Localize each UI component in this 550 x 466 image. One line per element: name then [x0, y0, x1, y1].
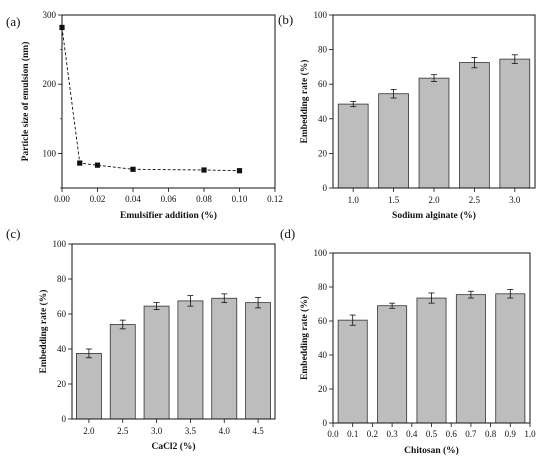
bar: [495, 293, 526, 424]
x-axis-label: Chitosan (%): [404, 445, 459, 456]
x-tick-label: 2.0: [428, 195, 440, 205]
y-tick-label: 0: [323, 183, 328, 193]
panel-label: (d): [280, 226, 295, 241]
bar: [455, 294, 486, 424]
bar: [418, 77, 450, 189]
x-tick-label: 0.10: [232, 194, 248, 204]
bar: [459, 62, 490, 189]
y-tick-label: 40: [318, 350, 328, 360]
data-point: [201, 167, 207, 173]
bar: [75, 352, 102, 420]
bar: [337, 103, 369, 189]
x-tick-label: 0.3: [386, 429, 398, 439]
x-tick-label: 2.5: [117, 426, 129, 436]
x-tick-label: 0.04: [125, 194, 141, 204]
y-tick-label: 20: [57, 379, 67, 389]
x-tick-label: 0.12: [267, 194, 283, 204]
bar: [377, 305, 408, 424]
x-tick-label: 0.06: [161, 194, 177, 204]
x-tick-label: 2.5: [469, 195, 481, 205]
y-tick-label: 60: [318, 79, 328, 89]
bar: [211, 297, 238, 420]
bar: [109, 324, 136, 420]
panel-b: (b) 0 20 40 60 80 100 1.0 1.5 2.0 2.5 3.0 Sodium alg…: [278, 10, 536, 221]
x-tick-label: 0.02: [90, 194, 106, 204]
x-tick-label: 0.6: [446, 429, 458, 439]
y-tick-label: 20: [318, 384, 328, 394]
x-tick-label: 1.0: [524, 429, 536, 439]
y-tick-label: 200: [43, 79, 57, 89]
x-tick-label: 0.2: [367, 429, 378, 439]
y-axis-label: Embedding rate (%): [299, 60, 310, 144]
x-tick-label: 4.0: [219, 426, 231, 436]
y-axis-label: Embedding rate (%): [299, 296, 310, 380]
x-tick-label: 3.5: [185, 426, 197, 436]
y-tick-label: 100: [53, 239, 67, 249]
y-tick-label: 100: [43, 148, 57, 158]
y-tick-label: 80: [57, 274, 67, 284]
y-axis-label: Embedding rate (%): [38, 290, 49, 374]
x-tick-label: 3.0: [151, 426, 163, 436]
x-tick-label: 0.1: [347, 429, 358, 439]
x-tick-label: 0.5: [426, 429, 438, 439]
panel-label: (a): [6, 14, 20, 29]
bar: [177, 300, 204, 420]
panel-label: (b): [278, 12, 293, 27]
panel-c: (c) 0 20 40 60 80 100 2.0 2.5 3.0 3.5 4.0 4.5 CaCl2 (…: [6, 226, 276, 452]
y-tick-label: 100: [314, 248, 328, 258]
x-tick-label: 3.0: [509, 195, 521, 205]
data-point: [77, 160, 83, 166]
x-tick-label: 0.0: [327, 429, 339, 439]
panel-d: (d) 0 20 40 60 80 100 0.0 0.1 0.2 0.3 0.4 0.5 0.6 0.7 0…: [280, 226, 536, 456]
data-point: [94, 162, 101, 168]
y-tick-label: 60: [318, 316, 328, 326]
panel-a: (a) 100 200 300 0.00 0.02 0.04 0.06 0.08 0.10 0.12…: [6, 10, 283, 221]
bar: [337, 319, 368, 424]
plot-frame: [332, 14, 536, 189]
x-tick-label: 0.08: [196, 194, 212, 204]
y-tick-label: 20: [318, 148, 328, 158]
y-axis-label: Particle size of emulsion (nm): [20, 42, 31, 162]
bar: [416, 297, 447, 424]
y-tick-label: 300: [43, 10, 57, 20]
plot-frame: [332, 252, 531, 424]
bar: [499, 58, 531, 189]
panel-label: (c): [6, 226, 20, 241]
series-line: [61, 27, 240, 172]
y-tick-label: 0: [62, 414, 67, 424]
x-tick-label: 0.7: [465, 429, 477, 439]
bar: [245, 302, 272, 420]
x-axis-label: Sodium alginate (%): [392, 210, 476, 221]
data-point: [236, 168, 243, 174]
y-tick-label: 100: [314, 10, 328, 20]
data-point: [130, 166, 136, 172]
plot-frame: [71, 243, 276, 420]
x-axis-label: CaCl2 (%): [151, 441, 195, 452]
y-tick-label: 60: [57, 309, 67, 319]
y-tick-label: 40: [57, 344, 67, 354]
x-tick-label: 0.9: [505, 429, 517, 439]
x-tick-label: 2.0: [83, 426, 95, 436]
x-tick-label: 0.4: [406, 429, 418, 439]
y-tick-label: 0: [323, 418, 328, 428]
x-tick-label: 0.8: [485, 429, 497, 439]
bar: [143, 305, 170, 420]
y-tick-label: 80: [318, 282, 328, 292]
y-tick-label: 80: [318, 45, 328, 55]
x-tick-label: 4.5: [252, 426, 264, 436]
plot-frame: [61, 14, 276, 189]
y-tick-label: 40: [318, 114, 328, 124]
x-tick-label: 1.0: [348, 195, 360, 205]
x-axis-label: Emulsifier addition (%): [120, 210, 217, 221]
x-tick-label: 0.00: [54, 194, 70, 204]
x-tick-label: 1.5: [388, 195, 400, 205]
bar: [378, 93, 409, 189]
